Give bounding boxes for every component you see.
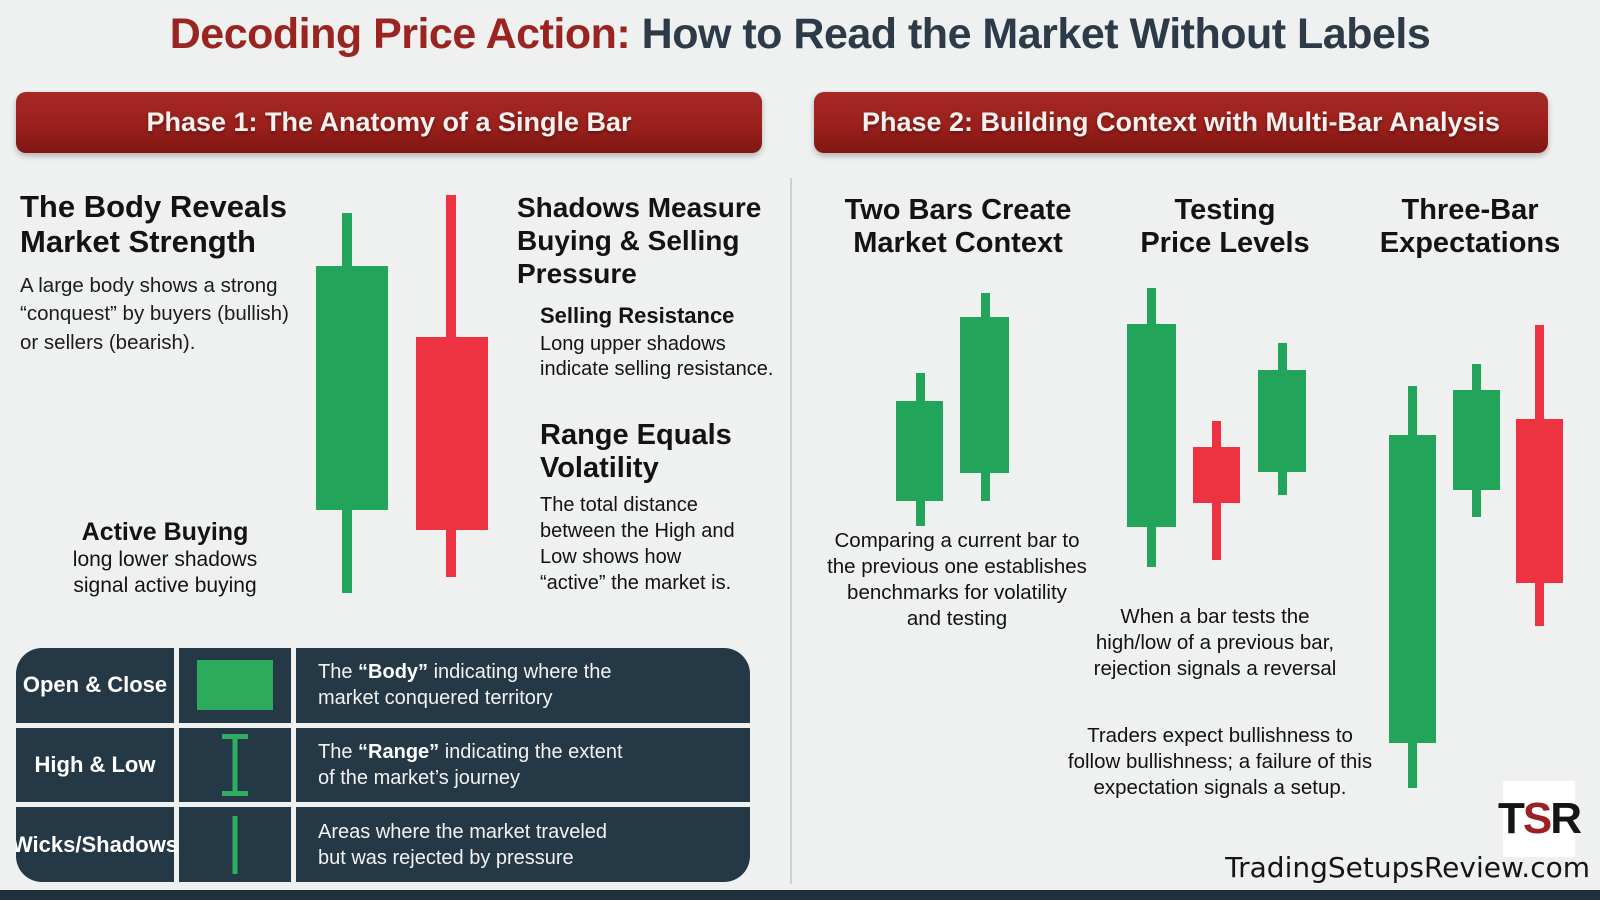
table-row-desc-wicks-shadows: Areas where the market traveled but was … xyxy=(296,807,750,882)
table-row-label-open-close: Open & Close xyxy=(16,648,174,723)
bearish-candle xyxy=(1193,421,1240,560)
phase1-banner-label: Phase 1: The Anatomy of a Single Bar xyxy=(146,107,632,137)
website-url: TradingSetupsReview.com xyxy=(1225,851,1590,884)
three-bar-heading: Three-Bar Expectations xyxy=(1379,194,1561,260)
selling-resistance-heading: Selling Resistance xyxy=(540,303,735,328)
candle-legend-table: Open & Close The “Body” indicating where… xyxy=(16,648,750,882)
single-bar-candles-chart xyxy=(316,195,488,593)
body-strength-heading: The Body Reveals Market Strength xyxy=(20,189,288,260)
selling-resistance-text: Long upper shadows indicate selling resi… xyxy=(540,333,774,381)
bearish-candle xyxy=(1516,325,1563,626)
phase-divider xyxy=(790,178,792,884)
body-strength-text: A large body shows a strong “conquest” b… xyxy=(20,274,289,354)
bearish-candle xyxy=(416,195,488,577)
page-title-main: How to Read the Market Without Labels xyxy=(630,10,1431,58)
bullish-candle xyxy=(960,293,1009,501)
bullish-candle xyxy=(316,213,388,593)
bullish-candle xyxy=(1258,343,1306,495)
selling-resistance-block: Selling Resistance Long upper shadows in… xyxy=(540,303,790,383)
table-row-label-wicks-shadows: Wicks/Shadows xyxy=(16,807,178,882)
two-bars-heading: Two Bars Create Market Context xyxy=(844,194,1072,260)
phase1-banner: Phase 1: The Anatomy of a Single Bar xyxy=(16,92,762,153)
active-buying-text: long lower shadows signal active buying xyxy=(72,548,258,597)
shadows-heading: Shadows Measure Buying & Selling Pressur… xyxy=(517,192,762,289)
testing-levels-caption: When a bar tests the high/low of a previ… xyxy=(1093,605,1337,681)
three-bar-candles-chart xyxy=(1389,325,1563,788)
phase2-banner: Phase 2: Building Context with Multi-Bar… xyxy=(814,92,1548,153)
table-row-desc-open-close: The “Body” indicating where the market c… xyxy=(296,648,750,723)
range-volatility-heading: Range Equals Volatility xyxy=(540,419,732,485)
active-buying-heading: Active Buying xyxy=(81,518,249,546)
candle-wick-icon xyxy=(179,807,291,882)
testing-levels-heading: Testing Price Levels xyxy=(1140,194,1310,260)
page-title-accent: Decoding Price Action: xyxy=(169,10,631,58)
bullish-candle xyxy=(1453,364,1500,517)
three-bar-caption: Traders expect bullishness to follow bul… xyxy=(1067,724,1373,800)
phase2-banner-label: Phase 2: Building Context with Multi-Bar… xyxy=(861,107,1501,137)
range-volatility-text: The total distance between the High and … xyxy=(540,494,735,594)
candle-body-icon xyxy=(179,648,291,723)
bullish-candle xyxy=(1127,288,1176,567)
testing-levels-candles-chart xyxy=(1127,288,1306,567)
bottom-strip xyxy=(0,890,1600,900)
candle-range-icon xyxy=(179,727,291,803)
bullish-candle xyxy=(1389,386,1436,788)
bullish-candle xyxy=(896,373,943,526)
table-row-label-high-low: High & Low xyxy=(16,727,174,803)
table-row-desc-high-low: The “Range” indicating the extent of the… xyxy=(296,727,750,803)
two-bars-caption: Comparing a current bar to the previous … xyxy=(827,529,1087,631)
two-bars-candles-chart xyxy=(896,293,1009,526)
active-buying-block: Active Buying long lower shadows signal … xyxy=(25,518,305,598)
page-title: Decoding Price Action: How to Read the M… xyxy=(0,10,1600,59)
